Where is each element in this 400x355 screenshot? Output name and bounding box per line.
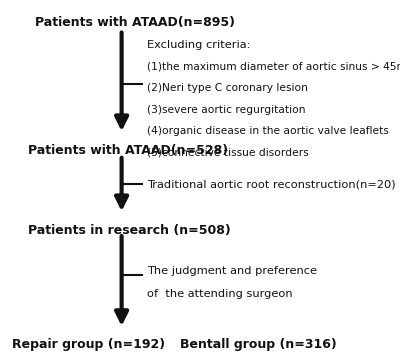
Text: Patients with ATAAD(n=528): Patients with ATAAD(n=528) — [28, 144, 228, 158]
Text: (1)the maximum diameter of aortic sinus > 45mm: (1)the maximum diameter of aortic sinus … — [147, 62, 400, 72]
Text: (4)organic disease in the aortic valve leaflets: (4)organic disease in the aortic valve l… — [147, 126, 389, 136]
Text: The judgment and preference: The judgment and preference — [147, 266, 317, 276]
Text: Traditional aortic root reconstruction(n=20): Traditional aortic root reconstruction(n… — [147, 179, 396, 189]
Text: Repair group (n=192): Repair group (n=192) — [12, 338, 165, 351]
Text: (5)connective tissue disorders: (5)connective tissue disorders — [147, 148, 309, 158]
Text: Patients in research (n=508): Patients in research (n=508) — [28, 224, 230, 237]
Text: Bentall group (n=316): Bentall group (n=316) — [180, 338, 337, 351]
Text: of  the attending surgeon: of the attending surgeon — [147, 289, 293, 299]
Text: Excluding criteria:: Excluding criteria: — [147, 40, 250, 50]
Text: (2)Neri type C coronary lesion: (2)Neri type C coronary lesion — [147, 83, 308, 93]
Text: (3)severe aortic regurgitation: (3)severe aortic regurgitation — [147, 105, 306, 115]
Text: Patients with ATAAD(n=895): Patients with ATAAD(n=895) — [35, 16, 235, 29]
